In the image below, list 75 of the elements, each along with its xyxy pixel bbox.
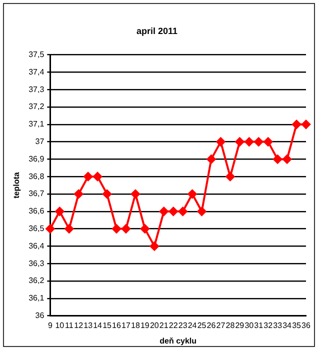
point [130,190,140,198]
x-axis-title: deň cyklu [160,336,197,346]
y-tick-label: 37,1 [28,120,45,129]
x-tick-label: 24 [188,320,198,330]
point [292,120,302,129]
point [168,206,178,216]
x-tick-label: 22 [168,320,178,330]
point [55,206,64,216]
x-tick-label: 20 [150,320,160,330]
y-tick-label: 36,1 [28,294,45,303]
x-tick-label: 10 [55,320,65,330]
y-tick-label: 36 [35,311,45,320]
point [282,154,292,164]
y-tick-label: 36,7 [28,189,45,198]
x-tick-label: 18 [130,320,140,330]
point [93,172,102,182]
x-tick-label: 34 [282,320,292,330]
y-tick-label: 36,9 [28,154,45,164]
point [254,137,264,146]
point [112,224,121,234]
y-tick-label: 36,6 [28,206,45,216]
x-tick-label: 13 [84,320,94,330]
point [244,137,254,146]
x-tick-label: 16 [112,320,122,330]
x-tick-label: 12 [74,320,84,330]
point [84,172,93,182]
x-tick-label: 19 [140,320,150,330]
point [302,120,310,129]
point [178,206,188,216]
x-tick-label: 36 [302,320,311,330]
x-tick-label: 26 [206,320,216,330]
point [150,242,159,251]
x-tick-label: 17 [122,320,131,330]
point [121,224,130,234]
x-tick-label: 11 [64,320,74,330]
x-tick-label: 25 [197,320,207,330]
x-tick-label: 27 [216,320,226,330]
x-tick-label: 23 [178,320,188,330]
chart-title: april 2011 [136,26,178,36]
x-tick-label: 9 [48,320,53,330]
point [64,224,74,234]
point [159,206,168,216]
point [226,172,235,182]
x-tick-label: 28 [226,320,236,330]
point [188,190,197,198]
y-tick-label: 36,8 [28,172,45,181]
point [216,137,226,146]
point [74,190,84,198]
y-tick-label: 37,2 [28,102,45,112]
point [206,154,216,164]
point [197,206,206,216]
y-tick-label: 37,5 [28,50,45,60]
y-tick-label: 37 [35,137,45,146]
x-tick-label: 30 [244,320,254,330]
point [102,190,112,198]
y-tick-label: 36,5 [28,224,45,234]
point [235,137,244,146]
y-tick-label: 36,2 [28,276,45,286]
x-tick-label: 15 [102,320,112,330]
y-tick-label: 36,3 [28,258,45,268]
point [46,224,55,234]
point [264,137,273,146]
x-tick-label: 35 [292,320,302,330]
y-tick-label: 36,4 [28,241,45,250]
point [140,224,150,234]
x-tick-label: 14 [93,320,103,330]
point [273,154,282,164]
y-tick-label: 37,3 [28,84,45,94]
x-tick-label: 32 [264,320,274,330]
y-axis-title: teplota [12,172,22,198]
x-tick-label: 29 [235,320,245,330]
y-tick-label: 37,4 [28,67,45,76]
x-tick-label: 21 [159,320,169,330]
x-tick-label: 33 [273,320,283,330]
x-tick-label: 31 [254,320,264,330]
